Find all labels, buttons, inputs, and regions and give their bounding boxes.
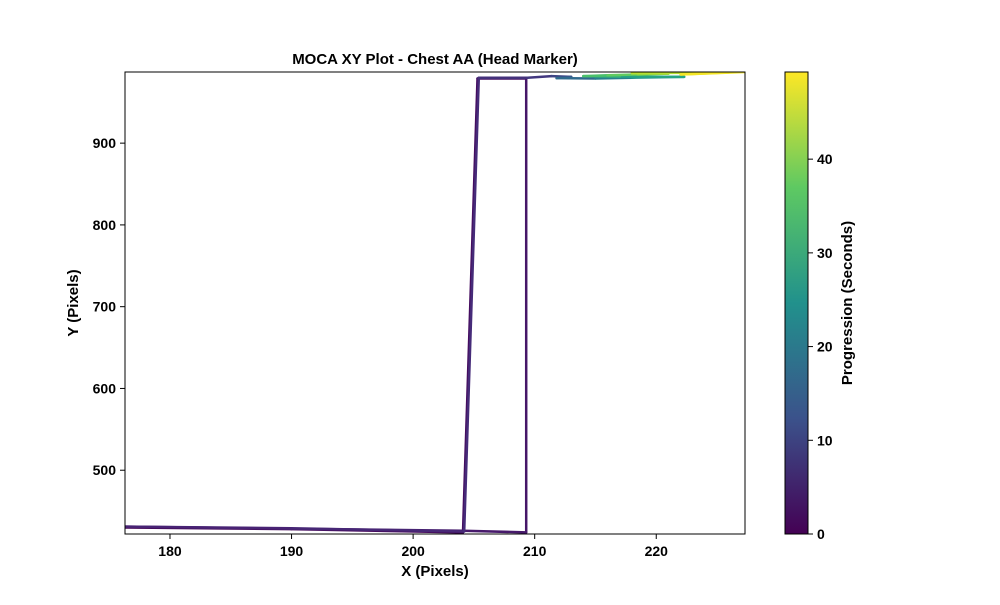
x-tick-label: 200 [401, 543, 425, 559]
series-segment [292, 528, 465, 531]
series-segment [583, 75, 607, 76]
plot-area-frame [125, 72, 745, 534]
series-segment [463, 531, 526, 533]
colorbar-label: Progression (Seconds) [839, 221, 856, 385]
colorbar-tick-label: 30 [817, 245, 833, 261]
y-tick-label: 700 [93, 299, 117, 315]
y-axis: 500 600 700 800 900 [93, 135, 125, 478]
colorbar [785, 72, 808, 534]
series-layer [125, 72, 745, 532]
colorbar-tick-label: 20 [817, 339, 833, 355]
colorbar-tick-label: 40 [817, 151, 833, 167]
x-tick-label: 190 [280, 543, 304, 559]
series-segment [596, 78, 632, 79]
colorbar-tick-label: 10 [817, 432, 833, 448]
series-segment [527, 76, 551, 78]
colorbar-axis: 0 10 20 30 40 [808, 151, 833, 542]
x-axis: 180 190 200 210 220 [158, 534, 668, 559]
x-axis-label: X (Pixels) [401, 563, 469, 580]
y-tick-label: 900 [93, 135, 117, 151]
colorbar-tick-label: 0 [817, 526, 825, 542]
x-tick-label: 210 [523, 543, 547, 559]
x-tick-label: 180 [158, 543, 182, 559]
y-axis-label: Y (Pixels) [65, 269, 82, 336]
series-segment [125, 527, 292, 529]
chart-title: MOCA XY Plot - Chest AA (Head Marker) [292, 51, 578, 68]
y-tick-label: 500 [93, 462, 117, 478]
series-segment [464, 78, 479, 532]
y-tick-label: 800 [93, 217, 117, 233]
series-segment [608, 75, 638, 76]
x-tick-label: 220 [645, 543, 669, 559]
y-tick-label: 600 [93, 380, 117, 396]
